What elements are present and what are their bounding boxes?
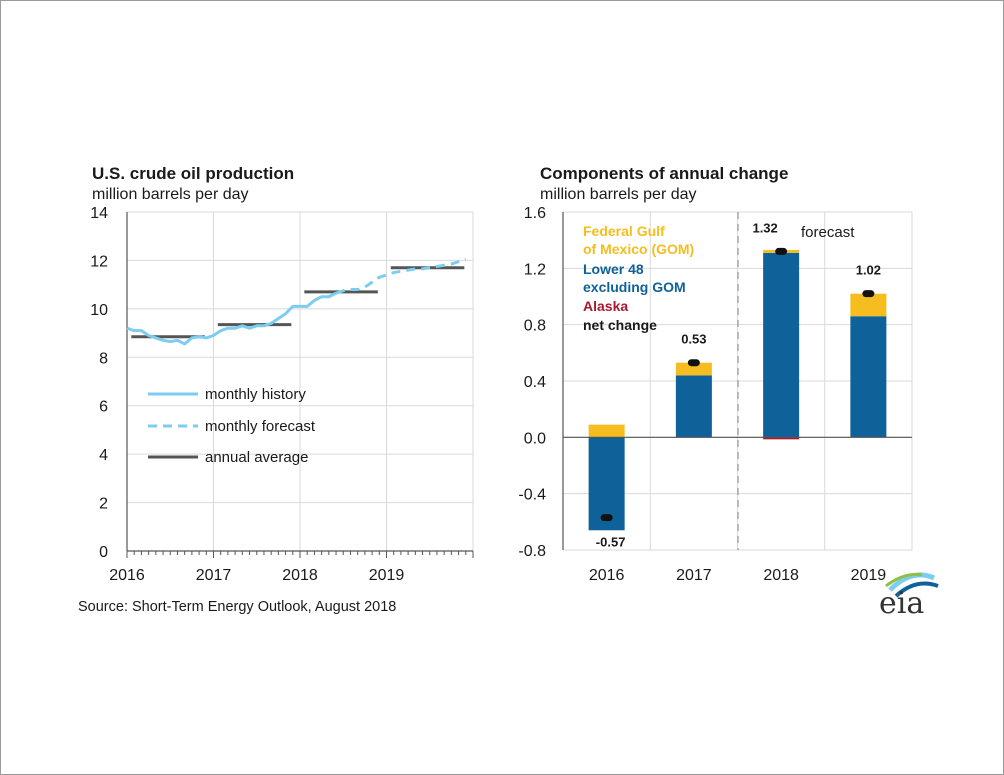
net-change-label-2018: 1.32: [752, 220, 777, 235]
right-xtick-label: 2018: [763, 567, 799, 584]
right-legend: Federal Gulf of Mexico (GOM) Lower 48 ex…: [583, 223, 694, 333]
right-ytick-label: 1.2: [524, 261, 546, 278]
monthly-forecast-line: [335, 257, 467, 295]
legend-net-change: net change: [583, 317, 657, 333]
right-bars: -0.57 0.53 1.32 1.02: [563, 220, 912, 549]
left-ytick-label: 4: [99, 447, 108, 464]
legend-alaska: Alaska: [583, 298, 628, 314]
legend-gom-line2: of Mexico (GOM): [583, 241, 694, 257]
left-ytick-label: 14: [90, 205, 108, 222]
right-ytick-label: -0.4: [518, 487, 546, 504]
legend-label-history: monthly history: [205, 386, 306, 403]
right-chart-subtitle: million barrels per day: [540, 186, 697, 203]
monthly-history-line: [126, 291, 337, 346]
net-change-marker-2017: [687, 359, 700, 367]
bar-chart-annual-change: Components of annual change million barr…: [518, 164, 913, 584]
right-y-axis: -0.8 -0.4 0.0 0.4 0.8 1.2 1.6: [518, 205, 546, 560]
left-chart-subtitle: million barrels per day: [92, 186, 249, 203]
right-chart-title: Components of annual change: [540, 164, 788, 183]
logo-text: eia: [879, 586, 924, 621]
left-ytick-label: 10: [90, 302, 108, 319]
left-ytick-label: 6: [99, 399, 108, 416]
net-change-marker-2019: [862, 290, 875, 298]
net-change-label-2019: 1.02: [856, 263, 881, 278]
legend-label-forecast: monthly forecast: [205, 418, 316, 435]
left-ytick-label: 2: [99, 496, 108, 513]
left-ytick-label: 0: [99, 544, 108, 561]
legend-lower48-line2: excluding GOM: [583, 279, 686, 295]
right-ytick-label: 0.0: [524, 430, 546, 447]
legend-lower48-line1: Lower 48: [583, 261, 644, 277]
net-change-marker-2016: [600, 514, 613, 522]
right-xtick-label: 2016: [589, 567, 625, 584]
right-x-axis: 2016 2017 2018 2019: [589, 567, 886, 584]
right-ytick-label: 0.4: [524, 374, 546, 391]
legend-label-average: annual average: [205, 449, 308, 466]
left-xtick-label: 2019: [369, 567, 405, 584]
net-change-marker-2018: [775, 247, 788, 255]
logo-swoosh-dark: [894, 581, 939, 598]
source-note: Source: Short-Term Energy Outlook, Augus…: [78, 599, 396, 615]
line-chart-production: U.S. crude oil production million barrel…: [90, 164, 474, 584]
left-xtick-label: 2017: [196, 567, 232, 584]
left-x-axis: 2016 2017 2018 2019: [109, 551, 474, 584]
left-xtick-label: 2016: [109, 567, 145, 584]
right-ytick-label: -0.8: [518, 543, 546, 560]
right-ytick-label: 1.6: [524, 205, 546, 222]
left-gridlines: [126, 211, 474, 552]
right-xtick-label: 2019: [851, 567, 887, 584]
left-legend: monthly history monthly forecast annual …: [148, 386, 316, 466]
bar-2018-lower48: [763, 252, 800, 438]
left-series: [126, 257, 467, 346]
bar-2019-gom: [850, 293, 887, 317]
net-change-label-2016: -0.57: [596, 534, 626, 549]
bar-2017-lower48: [675, 375, 712, 438]
logo-swoosh-green: [885, 573, 923, 588]
bar-2019-lower48: [850, 316, 887, 438]
bar-2016-gom: [588, 424, 625, 438]
right-ytick-label: 0.8: [524, 318, 546, 335]
bar-2018-alaska: [763, 437, 800, 440]
net-change-label-2017: 0.53: [681, 332, 706, 347]
left-ytick-label: 8: [99, 350, 108, 367]
left-y-axis: 0 2 4 6 8 10 12 14: [90, 205, 108, 561]
left-chart-title: U.S. crude oil production: [92, 164, 294, 183]
right-xtick-label: 2017: [676, 567, 712, 584]
legend-gom-line1: Federal Gulf: [583, 223, 665, 239]
bar-2017-gom: [675, 362, 712, 376]
left-xtick-label: 2018: [282, 567, 318, 584]
eia-logo: eia: [879, 572, 939, 621]
forecast-label: forecast: [801, 224, 855, 241]
left-ytick-label: 12: [90, 253, 108, 270]
